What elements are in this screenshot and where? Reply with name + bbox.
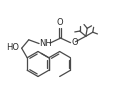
- Text: O: O: [57, 18, 63, 27]
- Text: NH: NH: [40, 39, 52, 48]
- Text: HO: HO: [6, 43, 19, 52]
- Text: O: O: [72, 38, 78, 47]
